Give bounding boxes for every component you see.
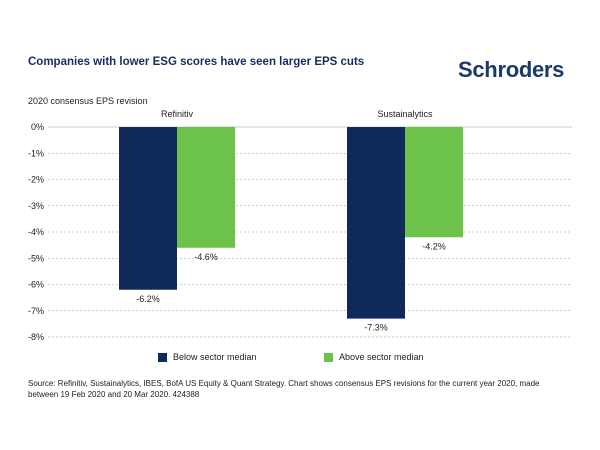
legend-label-above: Above sector median <box>339 352 424 362</box>
legend: Below sector median Above sector median <box>0 352 600 366</box>
bar-above-sustainalytics <box>405 127 463 238</box>
schroders-logo: Schroders <box>458 57 565 82</box>
bar-value-label: -6.2% <box>136 294 160 304</box>
y-tick-label: -2% <box>28 175 44 185</box>
bar-value-label: -7.3% <box>364 323 388 333</box>
y-tick-label: -3% <box>28 201 44 211</box>
category-label: Refinitiv <box>161 109 194 119</box>
y-tick-label: -4% <box>28 227 44 237</box>
y-tick-label: -1% <box>28 148 44 158</box>
legend-item-below: Below sector median <box>158 352 257 362</box>
bar-above-refinitiv <box>177 127 235 248</box>
y-tick-label: -8% <box>28 332 44 342</box>
y-tick-label: -5% <box>28 253 44 263</box>
legend-item-above: Above sector median <box>324 352 424 362</box>
bar-below-refinitiv <box>119 127 177 290</box>
bar-below-sustainalytics <box>347 127 405 319</box>
source-note: Source: Refinitiv, Sustainalytics, IBES,… <box>28 379 540 399</box>
y-axis-label: 2020 consensus EPS revision <box>28 96 148 106</box>
legend-label-below: Below sector median <box>173 352 257 362</box>
chart-title: Companies with lower ESG scores have see… <box>28 56 365 68</box>
legend-swatch-below <box>158 352 167 362</box>
category-label: Sustainalytics <box>377 109 433 119</box>
y-tick-label: 0% <box>31 122 44 132</box>
bar-value-label: -4.6% <box>194 252 218 262</box>
legend-swatch-above <box>324 352 333 362</box>
y-tick-label: -7% <box>28 306 44 316</box>
y-tick-label: -6% <box>28 280 44 290</box>
bar-value-label: -4.2% <box>422 241 446 251</box>
